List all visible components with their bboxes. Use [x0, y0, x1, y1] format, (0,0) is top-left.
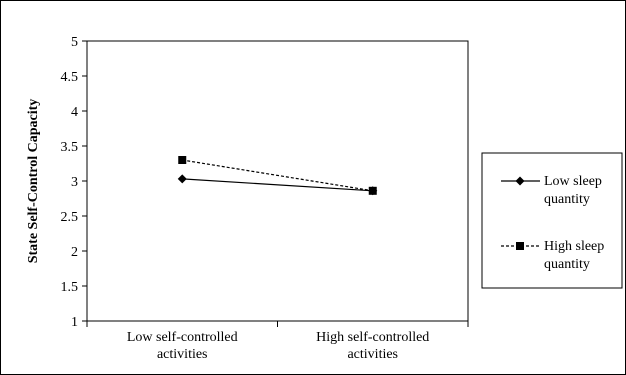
- data-point-high-sleep: [178, 156, 187, 164]
- y-tick-label: 3: [71, 175, 78, 190]
- y-tick-label: 4.5: [61, 70, 79, 85]
- y-tick-label: 4: [71, 105, 78, 120]
- legend-label: quantity: [544, 257, 590, 272]
- x-category-label: High self-controlled: [316, 330, 429, 345]
- legend-marker: [515, 176, 525, 186]
- legend-label: quantity: [544, 192, 590, 207]
- x-category-label: activities: [347, 347, 398, 362]
- x-category-label: Low self-controlled: [127, 330, 238, 345]
- y-tick-label: 3.5: [61, 140, 79, 155]
- legend-marker: [516, 242, 524, 250]
- data-point-low-sleep: [177, 174, 187, 184]
- y-tick-label: 2.5: [61, 210, 79, 225]
- plot-area-frame: [86, 40, 469, 322]
- legend-label: High sleep: [544, 239, 604, 254]
- legend-box: [481, 152, 623, 289]
- y-tick-label: 2: [71, 245, 78, 260]
- y-tick-label: 5: [71, 35, 78, 50]
- series-line-high-sleep: [182, 159, 373, 192]
- y-tick-label: 1.5: [61, 280, 79, 295]
- legend-label: Low sleep: [544, 174, 602, 189]
- x-category-label: activities: [157, 347, 208, 362]
- series-line-low-sleep: [182, 178, 373, 192]
- y-tick-label: 1: [71, 315, 78, 330]
- data-point-high-sleep: [368, 186, 377, 195]
- y-axis-title: State Self-Control Capacity: [26, 99, 41, 264]
